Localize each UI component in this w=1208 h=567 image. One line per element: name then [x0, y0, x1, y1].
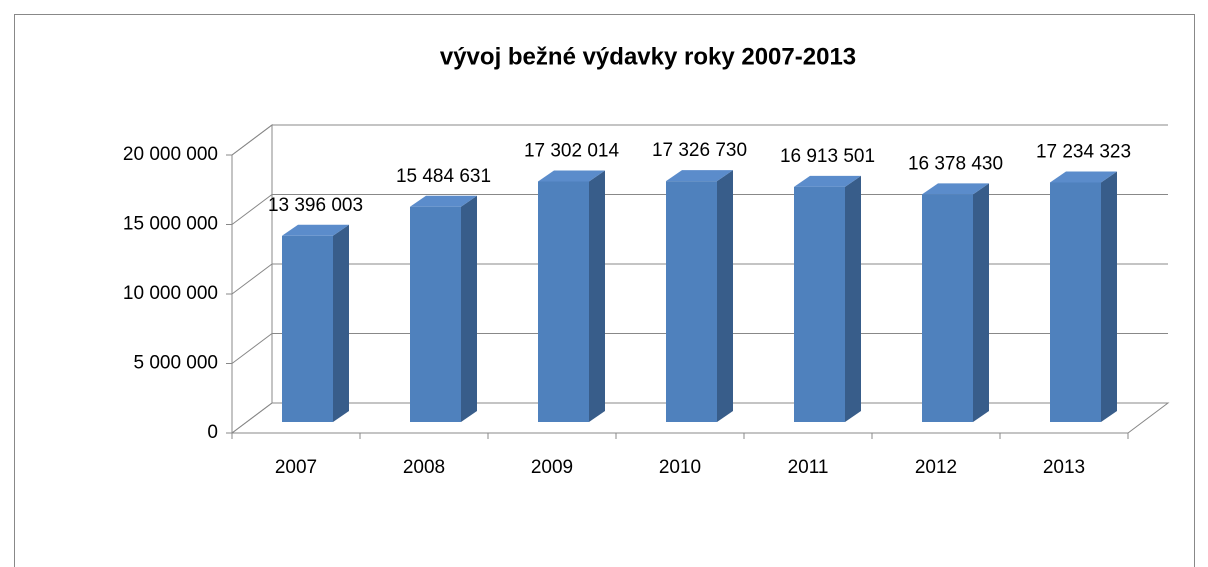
- bar-top: [794, 175, 861, 187]
- value-label: 16 913 501: [780, 146, 875, 167]
- bar-top: [282, 224, 349, 236]
- chart-title: vývoj bežné výdavky roky 2007-2013: [440, 43, 856, 70]
- value-label: 15 484 631: [396, 166, 491, 187]
- grid-line: [231, 263, 1168, 295]
- x-tick-label: 2013: [1043, 457, 1085, 478]
- grid-line: [231, 194, 1168, 225]
- bar-side: [1101, 171, 1117, 422]
- bar-top: [538, 170, 605, 182]
- bar: [282, 235, 333, 422]
- bar-side: [461, 195, 477, 422]
- bar-side: [973, 183, 989, 422]
- bar-side: [717, 170, 733, 422]
- y-tick-label: 0: [207, 422, 218, 443]
- x-tick-label: 2008: [403, 457, 445, 478]
- y-tick-label: 15 000 000: [123, 214, 218, 235]
- bar-top: [666, 170, 733, 182]
- x-tick-label: 2010: [659, 457, 701, 478]
- bar: [922, 194, 973, 422]
- bar-side: [333, 224, 349, 422]
- x-tick-label: 2009: [531, 457, 573, 478]
- bar-top: [1050, 171, 1117, 183]
- value-label: 17 302 014: [524, 141, 620, 162]
- bar: [794, 186, 845, 422]
- y-tick-label: 20 000 000: [123, 144, 218, 165]
- grid-line: [231, 333, 1168, 364]
- value-label: 17 326 730: [652, 140, 747, 161]
- bar-side: [589, 170, 605, 422]
- grid-line: [231, 402, 1168, 434]
- y-tick-label: 5 000 000: [133, 353, 218, 374]
- x-tick-label: 2011: [788, 457, 829, 478]
- value-label: 17 234 323: [1036, 141, 1131, 162]
- x-tick-label: 2012: [915, 457, 957, 478]
- y-tick-label: 10 000 000: [123, 283, 218, 304]
- bar: [538, 181, 589, 422]
- x-tick-label: 2007: [275, 457, 317, 478]
- value-label: 13 396 003: [268, 195, 363, 216]
- bar-side: [845, 175, 861, 422]
- value-label: 16 378 430: [908, 153, 1003, 174]
- bar-top: [410, 195, 477, 207]
- bar: [410, 206, 461, 422]
- bar-top: [922, 183, 989, 195]
- bar: [666, 181, 717, 422]
- bar: [1050, 182, 1101, 422]
- grid-line: [231, 124, 1168, 156]
